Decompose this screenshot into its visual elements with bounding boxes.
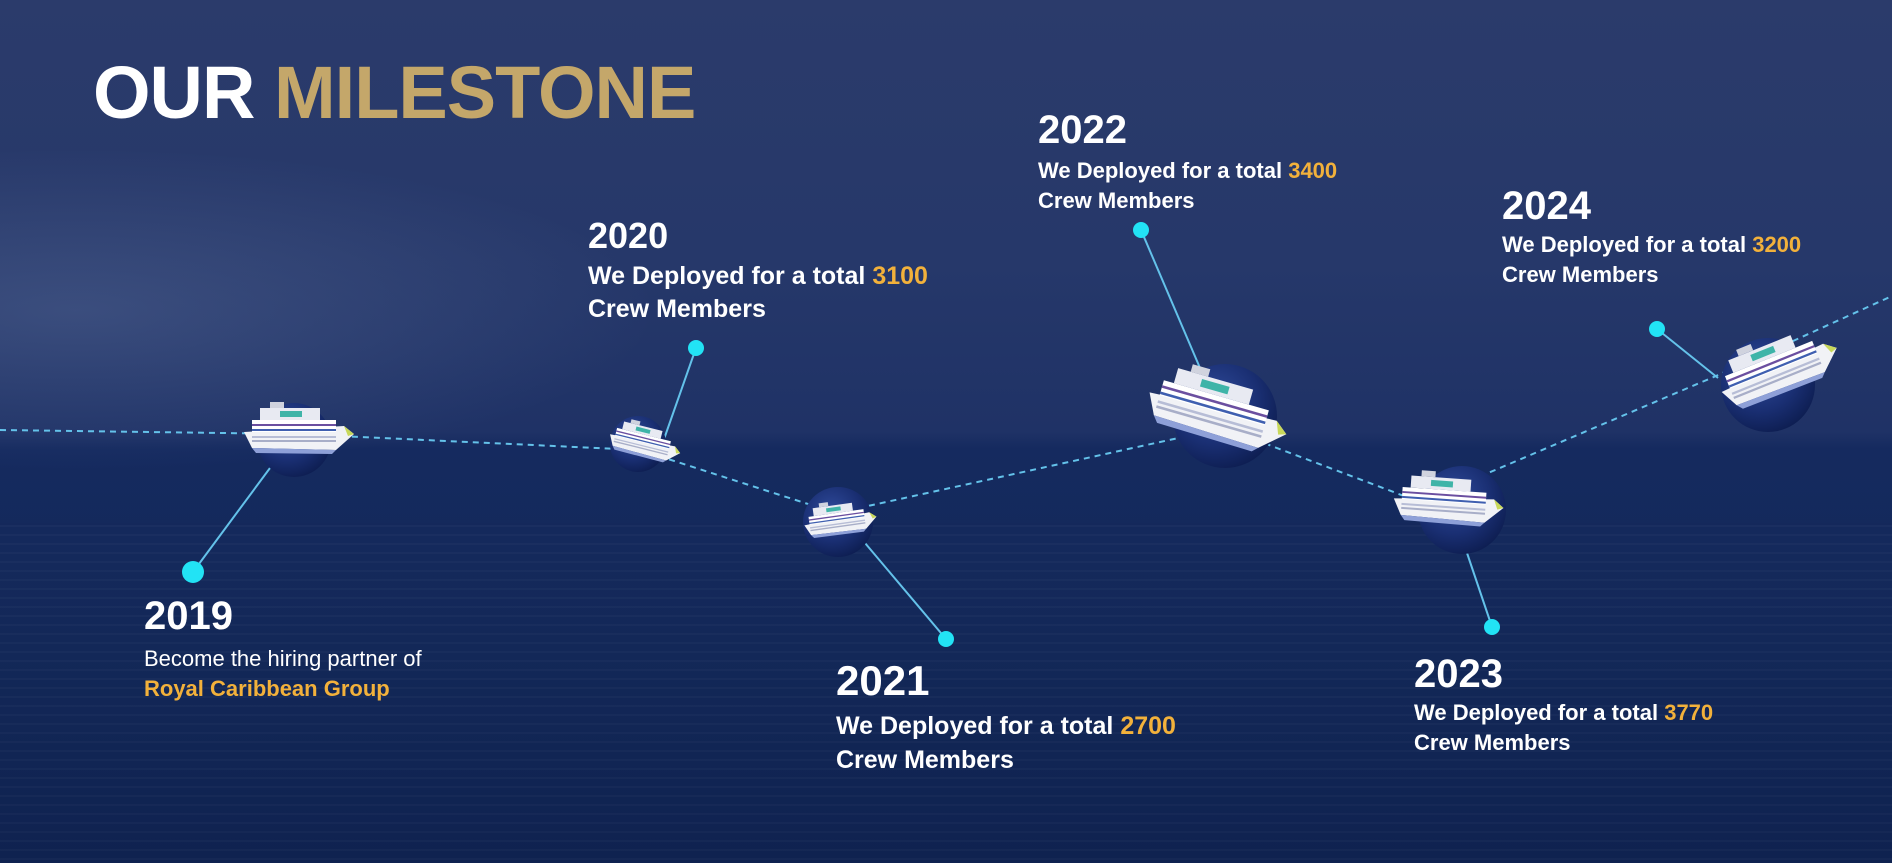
horizon-line: [0, 523, 1892, 525]
milestone-year: 2023: [1414, 652, 1503, 696]
dot-2022: [1133, 222, 1149, 238]
milestone-year: 2022: [1038, 108, 1127, 152]
dot-2021: [938, 631, 954, 647]
dot-2019: [182, 561, 204, 583]
milestone-2020: 2020 We Deployed for a total 3100 Crew M…: [588, 216, 928, 327]
milestone-year: 2021: [836, 657, 930, 704]
milestone-year: 2019: [144, 594, 233, 638]
connector-lines: [192, 229, 1719, 640]
dot-2024: [1649, 321, 1665, 337]
milestone-highlight: 3770: [1664, 700, 1714, 725]
dot-2023: [1484, 619, 1500, 635]
route-path: [0, 295, 1892, 515]
milestone-text: We Deployed for a total: [1038, 158, 1283, 183]
title-part-milestone: MILESTONE: [274, 51, 696, 134]
sea-texture: [0, 525, 1892, 863]
milestone-2021: 2021 We Deployed for a total 2700 Crew M…: [836, 657, 1176, 778]
milestone-highlight: Royal Caribbean Group: [144, 675, 390, 701]
milestone-text: We Deployed for a total: [588, 261, 866, 290]
milestone-highlight: 3100: [872, 261, 928, 290]
milestone-suffix: Crew Members: [1414, 729, 1571, 755]
globes: [257, 338, 1815, 557]
dot-2020: [688, 340, 704, 356]
milestone-dots: [182, 222, 1665, 647]
milestone-suffix: Crew Members: [836, 745, 1014, 774]
title-part-our: OUR: [93, 51, 255, 134]
milestone-text: We Deployed for a total: [1502, 232, 1747, 257]
milestone-suffix: Crew Members: [588, 295, 766, 324]
milestone-highlight: 2700: [1120, 712, 1176, 741]
milestone-text: We Deployed for a total: [836, 712, 1114, 741]
milestone-text: We Deployed for a total: [1414, 700, 1659, 725]
page-title: OUR MILESTONE: [93, 56, 696, 130]
milestone-highlight: 3400: [1288, 158, 1338, 183]
milestone-2024: 2024 We Deployed for a total 3200 Crew M…: [1502, 184, 1801, 289]
milestone-2022: 2022 We Deployed for a total 3400 Crew M…: [1038, 108, 1337, 215]
ship-2019-icon: [244, 402, 354, 454]
milestone-suffix: Crew Members: [1502, 261, 1659, 287]
cruise-ships: [244, 314, 1846, 540]
milestone-highlight: 3200: [1752, 232, 1802, 257]
milestone-suffix: Crew Members: [1038, 187, 1195, 213]
milestone-year: 2024: [1502, 184, 1591, 228]
milestone-year: 2020: [588, 215, 669, 256]
milestone-2023: 2023 We Deployed for a total 3770 Crew M…: [1414, 652, 1713, 757]
milestone-text: Become the hiring partner of: [144, 646, 422, 671]
milestone-2019: 2019 Become the hiring partner of Royal …: [144, 594, 422, 703]
